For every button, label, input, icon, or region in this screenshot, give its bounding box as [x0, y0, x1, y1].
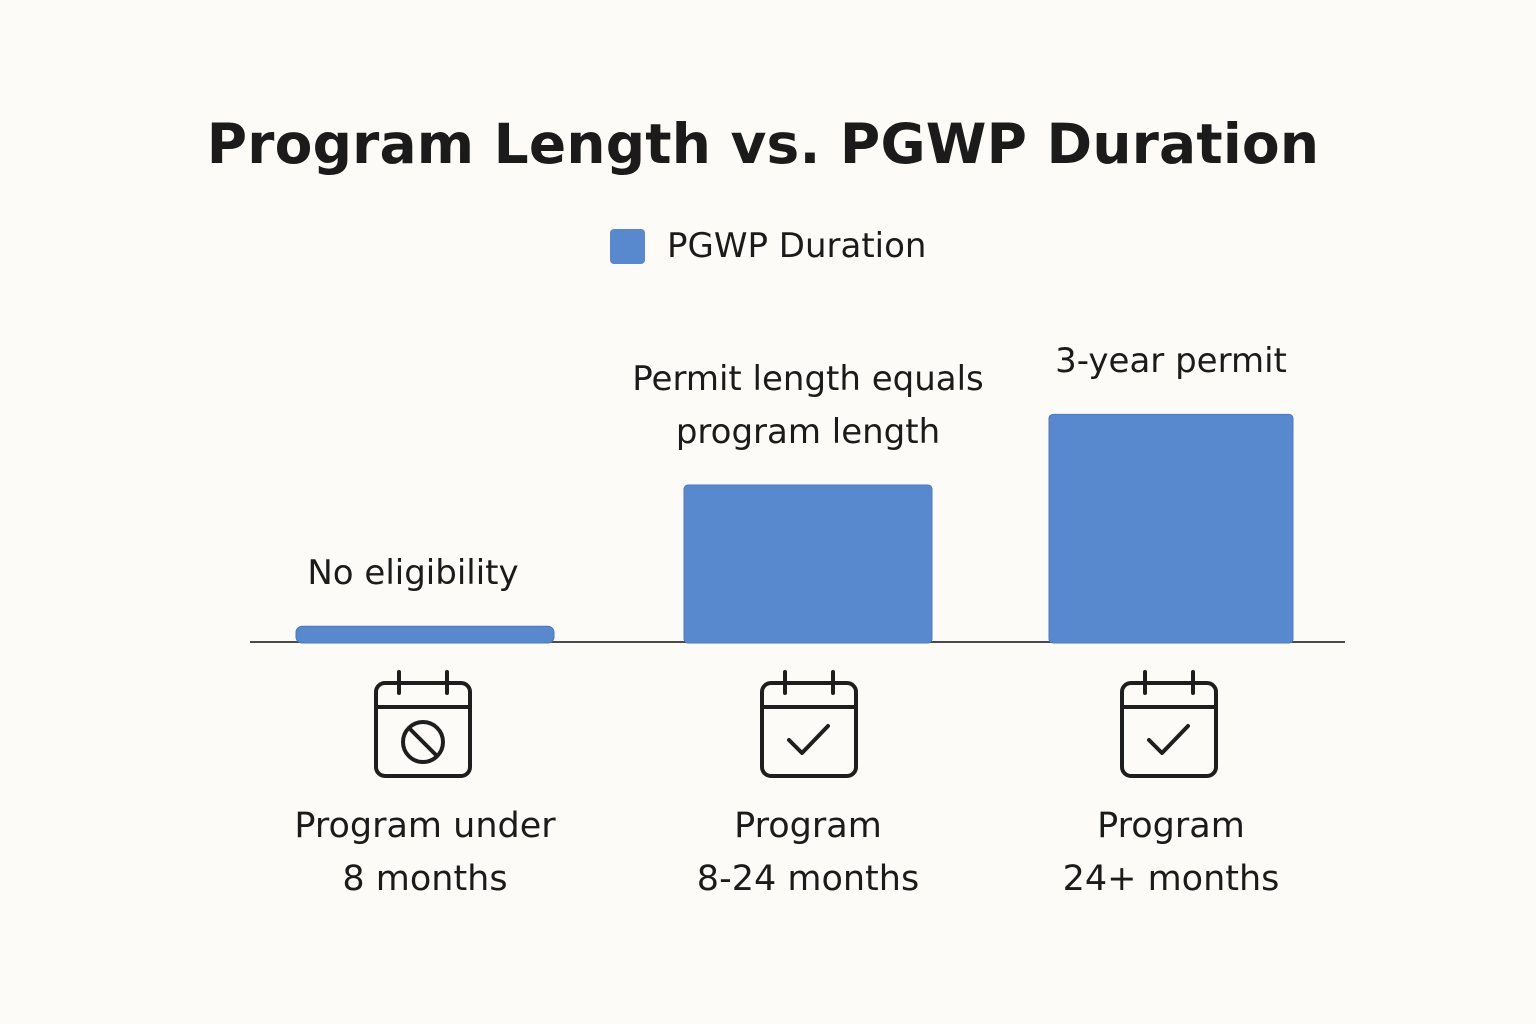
legend-label: PGWP Duration: [667, 226, 927, 266]
legend-swatch: [610, 228, 645, 264]
bar-annotation: No eligibility: [307, 553, 519, 594]
category-label: Program under 8 months: [294, 806, 556, 899]
category-label: Program 24+ months: [1062, 806, 1280, 899]
bar: [295, 625, 555, 644]
chart-title: Program Length vs. PGWP Duration: [206, 112, 1320, 176]
calendar-check-icon: [760, 670, 858, 778]
bar: [1048, 413, 1294, 644]
bar-annotation: Permit length equals program length: [632, 359, 984, 452]
bar-annotation: 3-year permit: [1055, 341, 1287, 382]
calendar-check-icon: [1120, 670, 1218, 778]
legend: PGWP Duration: [610, 224, 926, 268]
bar: [683, 484, 933, 644]
category-label: Program 8-24 months: [696, 806, 920, 899]
calendar-blocked-icon: [374, 670, 472, 778]
